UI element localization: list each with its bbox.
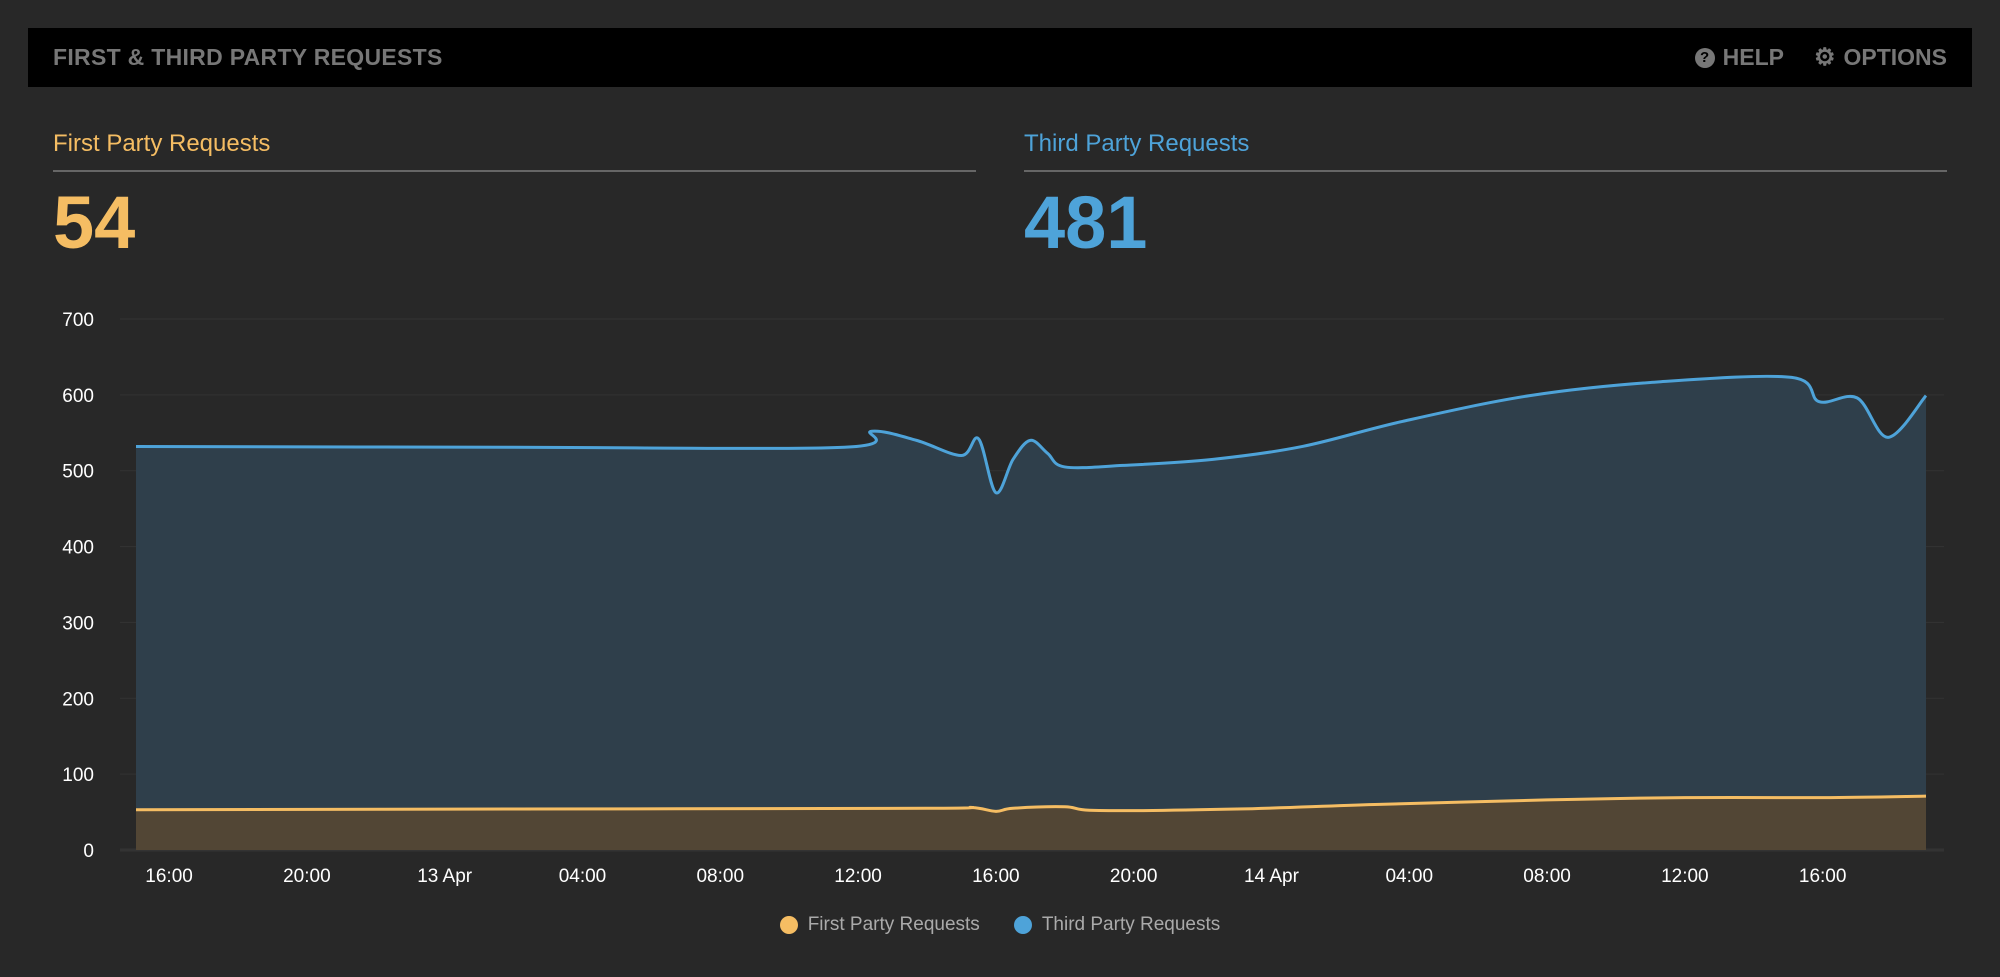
help-icon: ? (1694, 47, 1715, 68)
first-party-stat: First Party Requests 54 (53, 130, 976, 265)
help-label: HELP (1722, 44, 1784, 70)
x-tick-label: 20:00 (1110, 866, 1158, 887)
y-tick-label: 200 (62, 689, 94, 710)
panel-title: FIRST & THIRD PARTY REQUESTS (53, 44, 443, 70)
x-tick-label: 04:00 (1385, 866, 1433, 887)
third-party-line (135, 374, 1928, 495)
y-tick-label: 700 (62, 310, 94, 331)
x-tick-label: 04:00 (559, 866, 607, 887)
y-tick-label: 400 (62, 538, 94, 559)
legend-third-party-dot (1013, 916, 1032, 934)
x-tick-label: 08:00 (696, 866, 744, 887)
x-tick-label: 16:00 (145, 866, 193, 887)
third-party-stat: Third Party Requests 481 (1024, 130, 1947, 265)
first-party-label: First Party Requests (53, 130, 976, 172)
legend-first-party-dot (779, 916, 798, 934)
panel-header: FIRST & THIRD PARTY REQUESTS ? HELP ⚙ OP… (28, 28, 1972, 87)
legend-third-party[interactable]: Third Party Requests (1013, 914, 1221, 936)
legend-first-party[interactable]: First Party Requests (779, 914, 980, 936)
gear-icon: ⚙ (1813, 43, 1836, 71)
third-party-value: 481 (1024, 181, 1148, 264)
x-tick-label: 16:00 (1799, 866, 1847, 887)
x-tick-label: 12:00 (834, 866, 882, 887)
chart-legend: First Party Requests Third Party Request… (0, 914, 2000, 936)
first-party-line (135, 794, 1927, 813)
third-party-area (136, 376, 1926, 850)
first-party-value: 54 (53, 181, 136, 264)
x-tick-label: 20:00 (283, 866, 331, 887)
y-tick-label: 100 (62, 765, 94, 786)
legend-third-party-label: Third Party Requests (1041, 914, 1221, 935)
x-tick-label: 08:00 (1523, 866, 1571, 887)
x-tick-label: 16:00 (972, 866, 1020, 887)
x-tick-label: 13 Apr (417, 866, 473, 887)
x-tick-label: 12:00 (1661, 866, 1709, 887)
y-tick-label: 0 (83, 841, 94, 862)
third-party-label: Third Party Requests (1024, 130, 1947, 172)
y-tick-label: 300 (62, 613, 94, 634)
legend-first-party-label: First Party Requests (807, 914, 980, 935)
x-tick-label: 14 Apr (1244, 866, 1300, 887)
help-button[interactable]: ? HELP (1694, 44, 1784, 71)
options-button[interactable]: ⚙ OPTIONS (1814, 44, 1947, 71)
y-tick-label: 600 (62, 386, 94, 407)
options-label: OPTIONS (1843, 44, 1947, 70)
y-tick-label: 500 (62, 462, 94, 483)
